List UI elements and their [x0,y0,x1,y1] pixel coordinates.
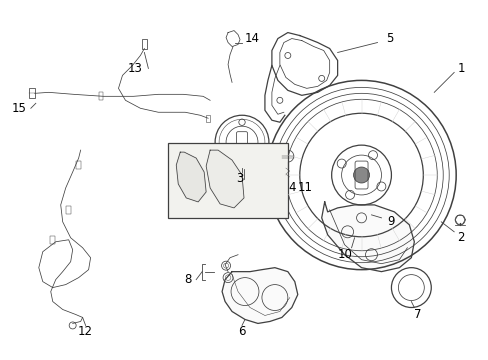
Text: 10: 10 [337,248,351,261]
Circle shape [353,167,369,183]
Text: 3: 3 [236,171,243,185]
Text: 6: 6 [238,325,245,338]
Bar [66,206,71,214]
Text: 9: 9 [387,215,394,228]
Text: 12: 12 [78,325,93,338]
Text: 8: 8 [184,273,191,286]
Bar [76,161,81,169]
Text: 5: 5 [385,32,392,45]
Text: 13: 13 [128,62,142,75]
Text: 2: 2 [456,231,464,244]
Bar [168,143,287,218]
Polygon shape [206,150,244,208]
Text: 4: 4 [287,181,295,194]
Bar [206,115,210,122]
Bar [50,236,55,244]
Bar [99,92,102,100]
Polygon shape [176,152,206,202]
Text: 7: 7 [413,308,420,321]
Bar [29,88,35,98]
Text: 11: 11 [297,181,312,194]
Text: 14: 14 [244,32,259,45]
Bar [142,39,147,49]
Text: 15: 15 [11,102,26,115]
Text: 1: 1 [456,62,464,75]
